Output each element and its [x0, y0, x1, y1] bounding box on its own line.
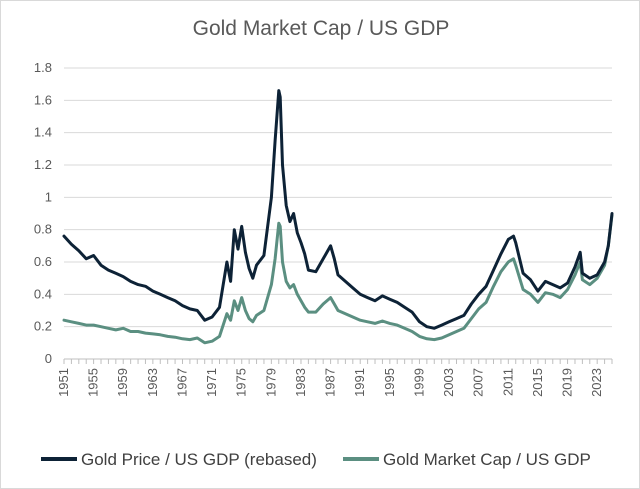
axes: 0 0.2 0.4 0.6 0.8 1 1.2 1.4 1.6 1.8 1951 1955 1959 19…: [34, 60, 613, 397]
legend: Gold Price / US GDP (rebased) Gold Market…: [41, 450, 591, 469]
series-line-0: [62, 89, 614, 330]
legend-label: Gold Price / US GDP (rebased): [81, 450, 317, 469]
x-tick-label: 1963: [145, 368, 160, 397]
y-tick-label: 1.4: [34, 125, 52, 140]
x-tick-label: 1951: [56, 368, 71, 397]
x-tick-label: 1999: [411, 368, 426, 397]
y-tick-label: 0.2: [34, 319, 52, 334]
x-tick-label: 2003: [441, 368, 456, 397]
y-tick-label: 1.6: [34, 92, 52, 107]
x-tick-label: 1971: [204, 368, 219, 397]
x-tick-label: 1967: [174, 368, 189, 397]
x-tick-label: 2007: [471, 368, 486, 397]
x-tick-label: 1991: [352, 368, 367, 397]
x-tick-label: 2023: [589, 368, 604, 397]
x-tick-label: 2015: [530, 368, 545, 397]
series-line-1: [62, 213, 614, 345]
y-tick-label: 0.4: [34, 286, 52, 301]
y-tick-label: 0.6: [34, 254, 52, 269]
chart-title: Gold Market Cap / US GDP: [192, 17, 450, 40]
x-tick-label: 2011: [500, 368, 515, 396]
y-tick-label: 1.2: [34, 157, 52, 172]
x-tick-label: 1975: [234, 368, 249, 397]
x-tick-label: 1987: [323, 368, 338, 397]
y-tick-label: 0: [45, 351, 52, 366]
x-tick-label: 1979: [263, 368, 278, 397]
y-tick-label: 1: [45, 189, 52, 204]
x-tick-label: 1995: [382, 368, 397, 397]
y-tick-label: 0.8: [34, 222, 52, 237]
x-tick-label: 1959: [115, 368, 130, 397]
y-tick-label: 1.8: [34, 60, 52, 75]
legend-label: Gold Market Cap / US GDP: [383, 450, 591, 469]
x-tick-label: 1983: [293, 368, 308, 397]
series-lines: [62, 89, 614, 345]
x-tick-label: 2019: [560, 368, 575, 397]
x-tick-label: 1955: [86, 368, 101, 397]
